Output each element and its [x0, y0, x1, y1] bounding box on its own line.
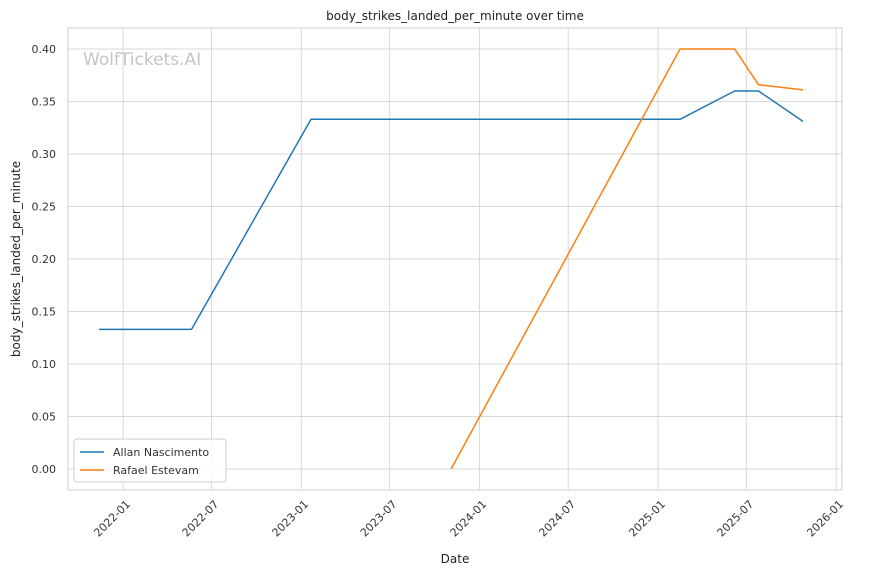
y-tick-label: 0.15 [32, 306, 57, 319]
legend: Allan Nascimento Rafael Estevam [73, 438, 227, 483]
watermark-text: WolfTickets.AI [83, 50, 201, 70]
y-tick-label: 0.40 [32, 43, 57, 56]
plot-frame [67, 27, 843, 491]
series-line-allan-nascimento [99, 90, 804, 331]
y-tick-label: 0.35 [32, 96, 57, 109]
y-axis-title: body_strikes_landed_per_minute [9, 161, 23, 357]
series-lines [99, 48, 804, 470]
y-tick-label: 0.00 [32, 463, 57, 476]
y-tick-label: 0.30 [32, 148, 57, 161]
x-axis-title: Date [441, 552, 470, 566]
y-tick-label: 0.05 [32, 411, 57, 424]
legend-label-allan: Allan Nascimento [113, 446, 209, 459]
legend-label-rafael: Rafael Estevam [113, 464, 199, 477]
y-tick-label: 0.25 [32, 201, 57, 214]
chart-title: body_strikes_landed_per_minute over time [326, 9, 584, 23]
grid [68, 28, 842, 490]
legend-box [73, 438, 227, 483]
y-tick-label: 0.10 [32, 358, 57, 371]
y-tick-labels: 0.00 0.05 0.10 0.15 0.20 0.25 0.30 0.35 0.40 [32, 43, 57, 476]
y-tick-label: 0.20 [32, 253, 57, 266]
series-line-rafael-estevam [450, 48, 804, 470]
